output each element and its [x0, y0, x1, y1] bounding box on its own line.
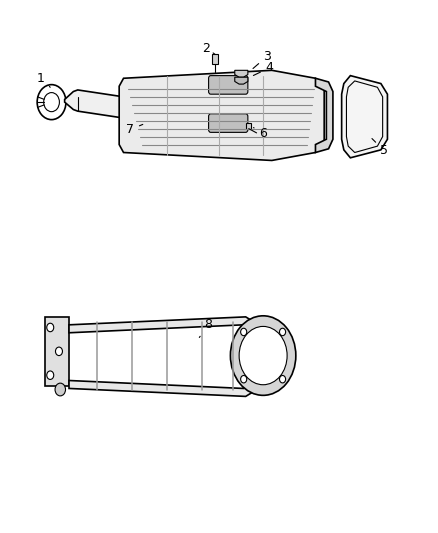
Circle shape — [279, 375, 285, 383]
Circle shape — [240, 375, 246, 383]
Bar — [212, 54, 218, 64]
Circle shape — [240, 328, 246, 336]
Text: 5: 5 — [371, 139, 388, 157]
Bar — [45, 317, 69, 386]
Circle shape — [55, 383, 65, 396]
Circle shape — [279, 328, 285, 336]
Polygon shape — [64, 90, 130, 118]
Polygon shape — [234, 77, 247, 84]
Text: 7: 7 — [126, 123, 142, 136]
Text: 1: 1 — [37, 72, 50, 87]
Circle shape — [55, 347, 62, 356]
Circle shape — [239, 326, 286, 385]
Circle shape — [230, 316, 295, 395]
Circle shape — [47, 323, 53, 332]
Text: 3: 3 — [252, 50, 271, 69]
Polygon shape — [341, 76, 387, 158]
Text: 8: 8 — [199, 318, 212, 337]
Text: 2: 2 — [202, 42, 215, 54]
Polygon shape — [315, 78, 332, 152]
FancyBboxPatch shape — [208, 114, 247, 132]
Circle shape — [47, 371, 53, 379]
Bar — [246, 123, 251, 128]
Text: 4: 4 — [253, 61, 273, 76]
Text: 6: 6 — [253, 127, 266, 140]
Polygon shape — [119, 70, 323, 160]
Polygon shape — [69, 317, 254, 397]
Polygon shape — [234, 70, 247, 77]
FancyBboxPatch shape — [208, 76, 247, 94]
